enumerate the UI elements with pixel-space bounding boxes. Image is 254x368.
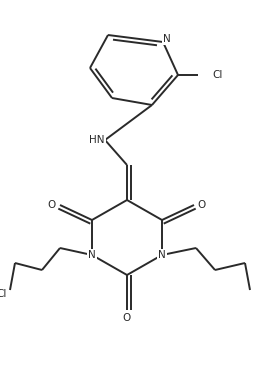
Text: N: N bbox=[88, 250, 96, 260]
Text: Cl: Cl bbox=[0, 289, 7, 299]
Text: Cl: Cl bbox=[212, 70, 222, 80]
Text: N: N bbox=[157, 250, 165, 260]
Text: O: O bbox=[48, 200, 56, 210]
Text: HN: HN bbox=[89, 135, 104, 145]
Text: N: N bbox=[163, 34, 170, 44]
Text: O: O bbox=[197, 200, 205, 210]
Text: O: O bbox=[122, 313, 131, 323]
